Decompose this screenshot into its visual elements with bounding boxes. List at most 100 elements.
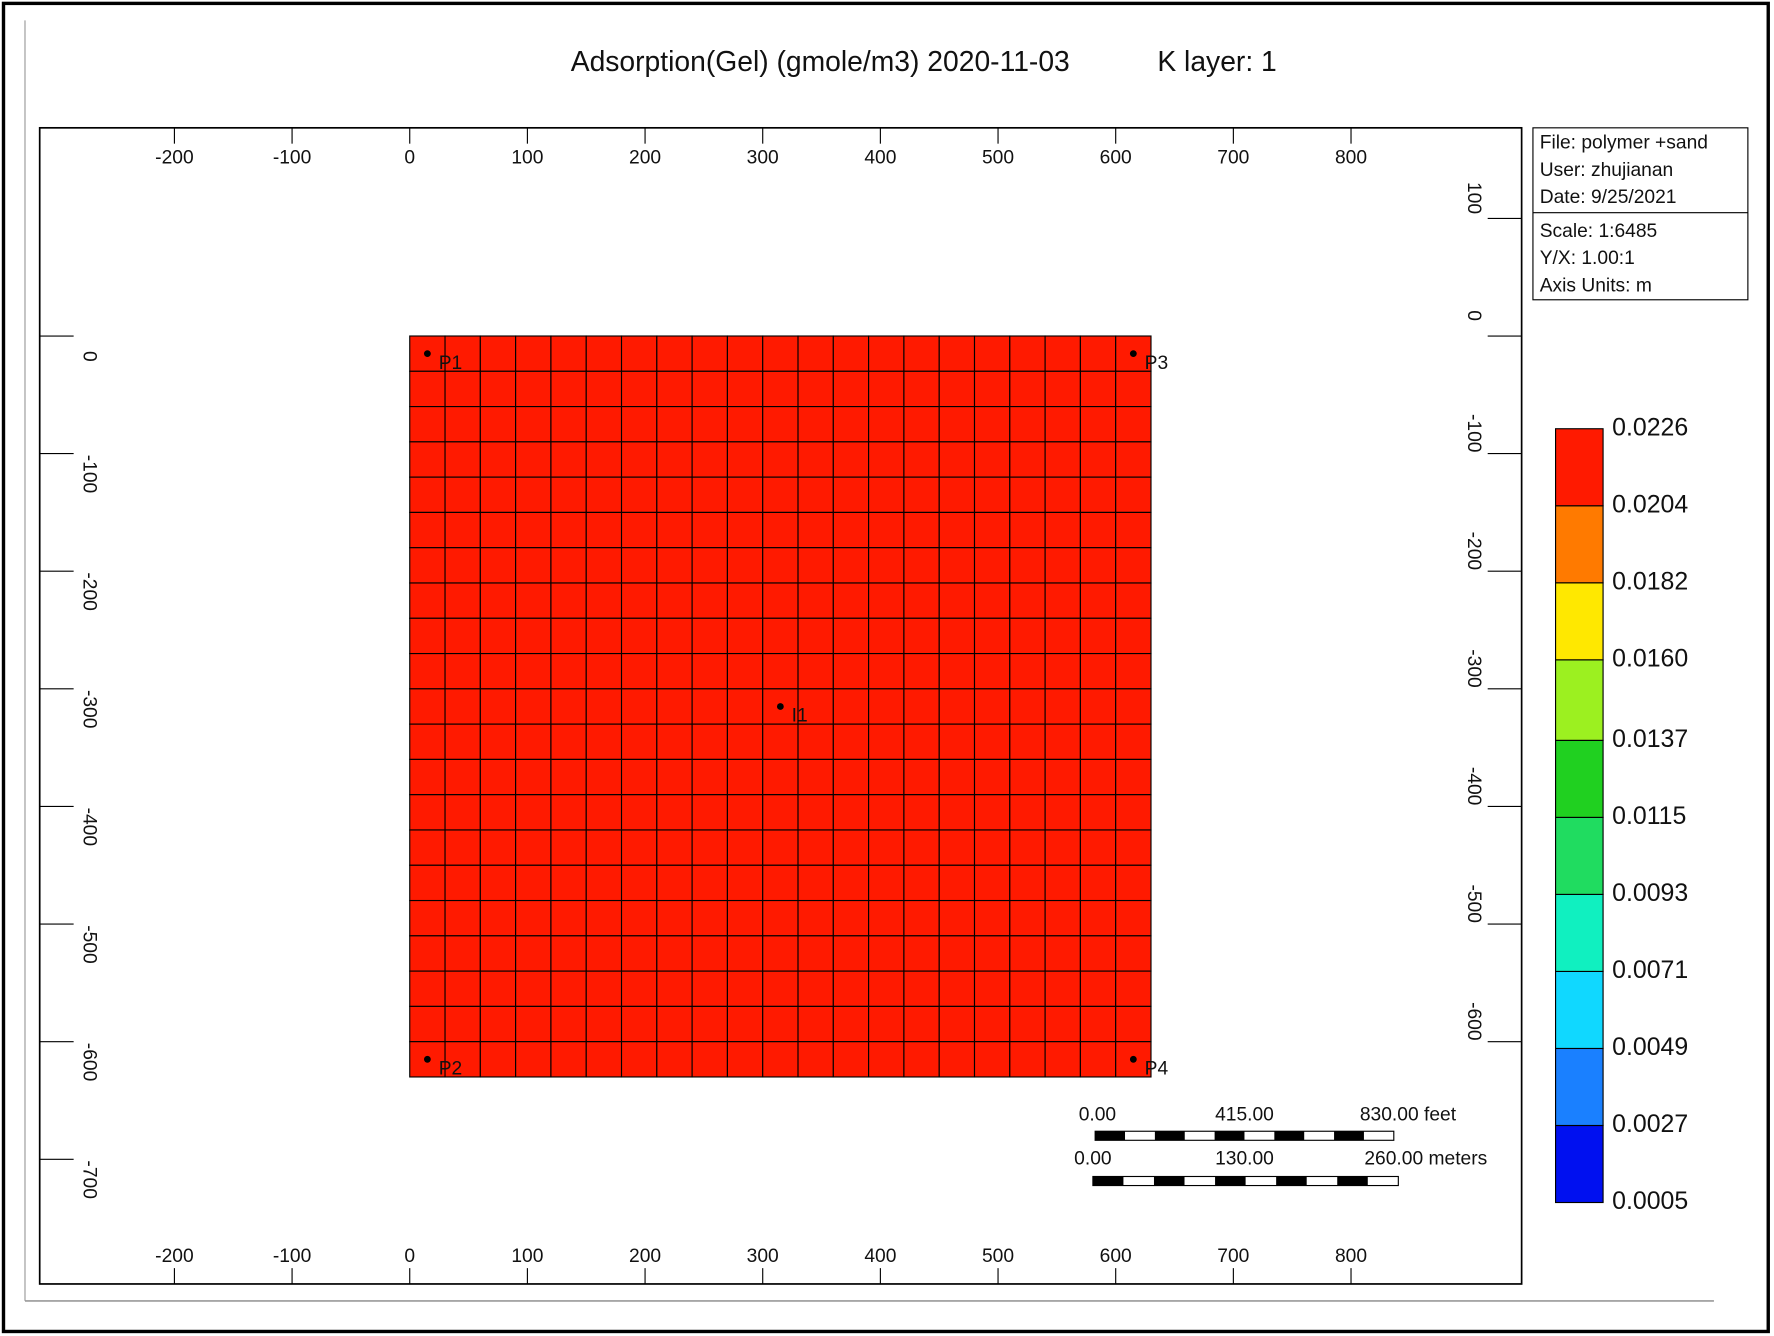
grid-cell [479,335,517,372]
grid-cell [1115,829,1152,866]
grid-cell [903,335,940,372]
grid-cell [444,547,481,584]
grid-cell [903,935,940,972]
grid-cell [973,370,1011,408]
grid-cell [868,935,905,972]
grid-cell [762,1041,799,1078]
grid-cell [1079,794,1117,831]
grid-cell [1079,582,1117,619]
scale-bar-segment [1154,1131,1185,1141]
grid-cell [797,1005,834,1043]
grid-cell [938,688,976,725]
grid-cell [1009,476,1046,513]
grid-cell [656,652,693,690]
grid-cell [973,688,1011,725]
grid-cell [938,935,976,972]
grid-cell [1009,441,1046,478]
grid-cell [903,758,940,796]
grid-cell [409,1005,446,1043]
x-tick-label: 0 [404,1246,415,1267]
grid-cell [444,723,481,760]
grid-cell [479,935,517,972]
colorbar-band [1555,428,1604,507]
grid-cell [1079,370,1117,408]
grid-cell [903,617,940,655]
grid-cell [1044,899,1081,937]
x-tick-label: 600 [1100,1246,1132,1267]
grid-cell [868,652,905,690]
grid-cell [585,723,623,760]
grid-cell [585,511,623,549]
grid-cell [550,476,587,513]
scale-bar-segment [1276,1176,1307,1186]
grid-cell [832,758,870,796]
x-tick-label: 300 [747,147,779,168]
grid-cell [797,406,834,443]
grid-cell [444,441,481,478]
grid-cell [868,617,905,655]
grid-cell [585,476,623,513]
grid-cell [1044,758,1081,796]
grid-cell [1079,1005,1117,1043]
grid-cell [903,794,940,831]
colorbar-label: 0.0071 [1612,956,1688,984]
well [423,1055,431,1063]
grid-cell [691,794,728,831]
scale-label: 830.00 feet [1360,1104,1457,1125]
grid-cell [479,476,517,513]
grid-cell [409,652,446,690]
grid-cell [515,829,552,866]
grid-cell [1079,970,1117,1007]
grid-cell [656,794,693,831]
grid-cell [726,829,764,866]
grid-cell [1009,547,1046,584]
grid-cell [762,476,799,513]
grid-cell [691,652,728,690]
grid-cell [868,370,905,408]
grid-cell [726,688,764,725]
grid-cell [1009,758,1046,796]
grid-cell [903,723,940,760]
grid-cell [515,794,552,831]
grid-cell [762,370,799,408]
grid-cell [938,829,976,866]
grid-cell [1079,899,1117,937]
grid-cell [1115,476,1152,513]
grid-cell [868,511,905,549]
grid-cell [1079,547,1117,584]
y2-tick-label: -300 [1463,649,1484,687]
grid-cell [1079,441,1117,478]
grid-cell [585,864,623,902]
grid-cell [797,547,834,584]
grid-cell [1009,899,1046,937]
colorbar-label: 0.0027 [1612,1110,1688,1138]
grid-cell [409,758,446,796]
grid-cell [515,617,552,655]
grid-cell [868,758,905,796]
grid-cell [832,935,870,972]
scale-bar-segment [1215,1176,1246,1186]
scale-bar-segment [1153,1176,1185,1186]
grid-cell [762,970,799,1007]
grid-cell [797,829,834,866]
grid-cell [832,864,870,902]
well-label: I1 [792,706,808,727]
grid-cell [1009,406,1046,443]
grid-cell [832,1005,870,1043]
grid-cell [479,1041,517,1078]
grid-cell [479,899,517,937]
grid-cell [726,441,764,478]
grid-cell [868,688,905,725]
grid-cell [550,829,587,866]
grid-cell [444,1041,481,1078]
grid-cell [550,970,587,1007]
grid-cell [1044,970,1081,1007]
grid-cell [691,829,728,866]
grid-cell [868,335,905,372]
grid-cell [1079,864,1117,902]
grid-cell [903,511,940,549]
grid-cell [797,723,834,760]
grid-cell [1079,652,1117,690]
grid-cell [797,652,834,690]
grid-cell [726,1005,764,1043]
